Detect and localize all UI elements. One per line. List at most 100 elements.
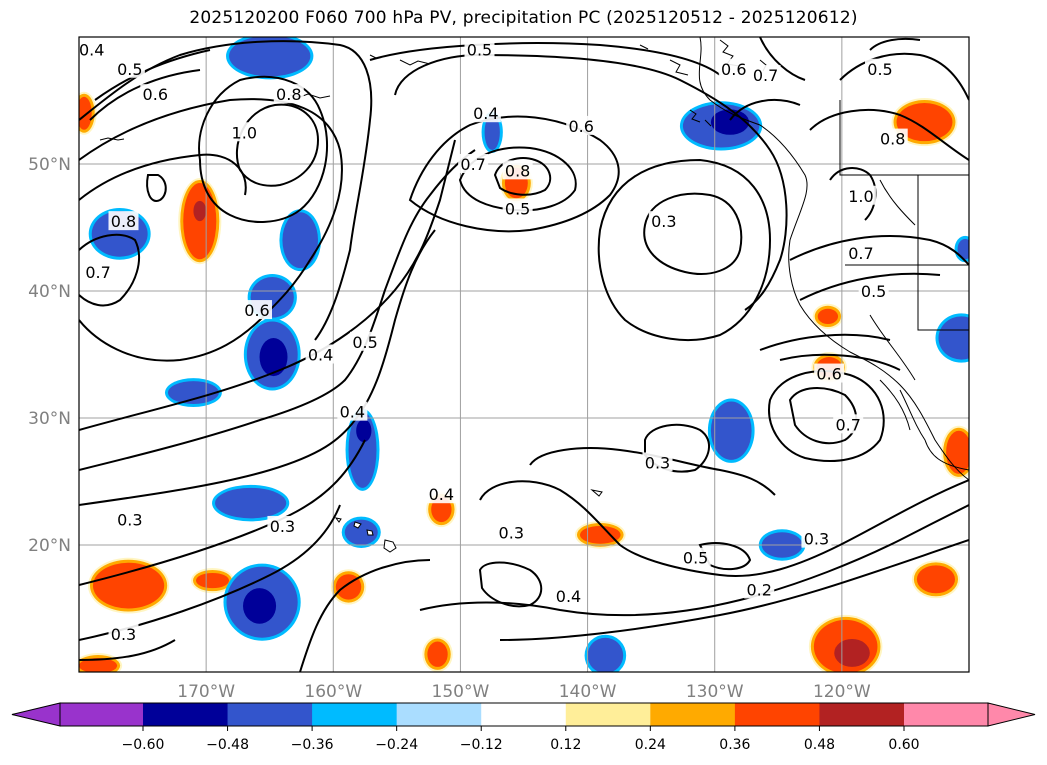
precip-core xyxy=(243,588,277,624)
contour-label-bg xyxy=(267,515,298,535)
contour-label-bg xyxy=(108,211,139,231)
contour-label: 0.7 xyxy=(85,263,110,282)
colorbar-tick-label: 0.12 xyxy=(550,737,581,753)
contour-label-bg xyxy=(845,242,876,262)
lon-tick-label: 160°W xyxy=(304,682,362,702)
contour-label-bg xyxy=(114,58,145,78)
contour-label: 0.5 xyxy=(467,41,492,60)
lat-tick-label: 30°N xyxy=(28,409,71,429)
contour-label: 0.3 xyxy=(111,625,136,644)
contour-label-bg xyxy=(814,363,845,383)
contour-label: 0.7 xyxy=(848,244,873,263)
contour-label-bg xyxy=(744,579,775,599)
north-america-coastline xyxy=(99,37,969,481)
precip-area xyxy=(484,114,500,151)
contour-label-bg xyxy=(566,115,597,135)
contour-label-bg xyxy=(305,344,336,364)
contour-label: 1.0 xyxy=(848,187,873,206)
precip-core xyxy=(259,337,288,377)
contour-label-bg xyxy=(108,623,139,643)
contour-label: 0.4 xyxy=(556,587,581,606)
contour-label-bg xyxy=(750,65,781,85)
precip-area xyxy=(587,637,624,672)
colorbar-box xyxy=(819,703,905,726)
contour-label: 0.5 xyxy=(117,60,142,79)
contour-label-bg xyxy=(718,58,749,78)
precip-area xyxy=(427,641,448,667)
contour-label-bg xyxy=(858,281,889,300)
contour-label: 0.8 xyxy=(111,212,136,231)
contour-label: 0.4 xyxy=(429,485,454,504)
lat-tick-label: 20°N xyxy=(28,536,71,556)
colorbar xyxy=(11,702,1036,727)
contour-label-bg xyxy=(458,154,489,173)
contour-label-bg xyxy=(114,509,145,529)
colorbar-box xyxy=(227,703,313,726)
contour-label-bg xyxy=(273,84,304,104)
precip-area xyxy=(195,572,230,589)
colorbar-extend-low-tip xyxy=(11,702,61,727)
precip-area xyxy=(344,519,378,545)
contour-label: 1.0 xyxy=(232,123,257,142)
contour-label: 0.4 xyxy=(308,346,333,365)
contour-label-bg xyxy=(801,528,832,548)
contour-label: 0.5 xyxy=(505,199,530,218)
colorbar-tick-label: −0.12 xyxy=(460,737,503,753)
colorbar-tick-labels: −0.60 −0.48 −0.36 −0.24 −0.12 0.12 0.24 0.36 0.4… xyxy=(122,726,920,753)
contour-label: 0.3 xyxy=(270,517,295,536)
colorbar-tick-label: −0.24 xyxy=(375,737,418,753)
colorbar-tick-label: −0.48 xyxy=(206,737,249,753)
colorbar-box xyxy=(396,703,482,726)
precip-core xyxy=(834,638,870,667)
contour-label: 0.6 xyxy=(244,301,269,320)
lat-tick-label: 40°N xyxy=(28,282,71,302)
contour-label-bg xyxy=(79,39,107,59)
contour-label-bg xyxy=(642,452,673,472)
contour-label: 0.5 xyxy=(352,333,377,352)
latitude-labels: 20°N 30°N 40°N 50°N xyxy=(28,155,71,556)
contour-label-bg xyxy=(229,122,260,142)
contour-label: 0.2 xyxy=(746,580,771,599)
precip-area xyxy=(215,487,287,519)
contour-label: 0.5 xyxy=(861,282,886,301)
precip-area xyxy=(957,238,969,260)
colorbar-box xyxy=(312,703,398,726)
precip-area xyxy=(79,658,118,672)
contour-labels: 0.40.50.6 0.81.00.80.70.60.50.40.40.50.40… xyxy=(79,39,908,644)
colorbar-tick-label: −0.60 xyxy=(122,737,165,753)
map-frame xyxy=(78,36,970,673)
precip-area xyxy=(710,401,752,460)
precip-area xyxy=(896,103,953,142)
contour-label-bg xyxy=(83,261,114,281)
lon-tick-label: 170°W xyxy=(177,682,235,702)
contour-label-bg xyxy=(680,547,711,567)
precip-area xyxy=(229,37,311,77)
contour-label: 0.4 xyxy=(473,104,498,123)
contour-label-bg xyxy=(496,522,527,542)
lon-tick-label: 150°W xyxy=(432,682,490,702)
lon-tick-label: 130°W xyxy=(686,682,744,702)
contour-label-bg xyxy=(242,300,272,320)
contour-label: 0.8 xyxy=(880,130,905,149)
contour-label: 0.3 xyxy=(804,530,829,549)
contour-label-bg xyxy=(865,58,895,78)
contour-label-bg xyxy=(502,160,533,180)
lon-tick-label: 120°W xyxy=(813,682,871,702)
contour-label: 0.8 xyxy=(276,85,301,104)
contour-label-bg xyxy=(648,211,679,231)
colorbar-box xyxy=(650,703,736,726)
precip-area xyxy=(916,565,956,594)
contour-label-bg xyxy=(502,198,533,218)
precip-area xyxy=(579,525,621,544)
contour-label-bg xyxy=(464,39,495,59)
contour-label: 0.7 xyxy=(460,155,485,174)
contour-label-bg xyxy=(337,401,368,421)
contour-label-bg xyxy=(845,185,876,205)
colorbar-tick-label: 0.24 xyxy=(635,737,666,753)
precip-core xyxy=(193,200,207,222)
contour-label-bg xyxy=(833,414,864,434)
contour-label-bg xyxy=(350,331,381,351)
lon-tick-label: 140°W xyxy=(559,682,617,702)
contour-label-bg xyxy=(426,484,457,504)
